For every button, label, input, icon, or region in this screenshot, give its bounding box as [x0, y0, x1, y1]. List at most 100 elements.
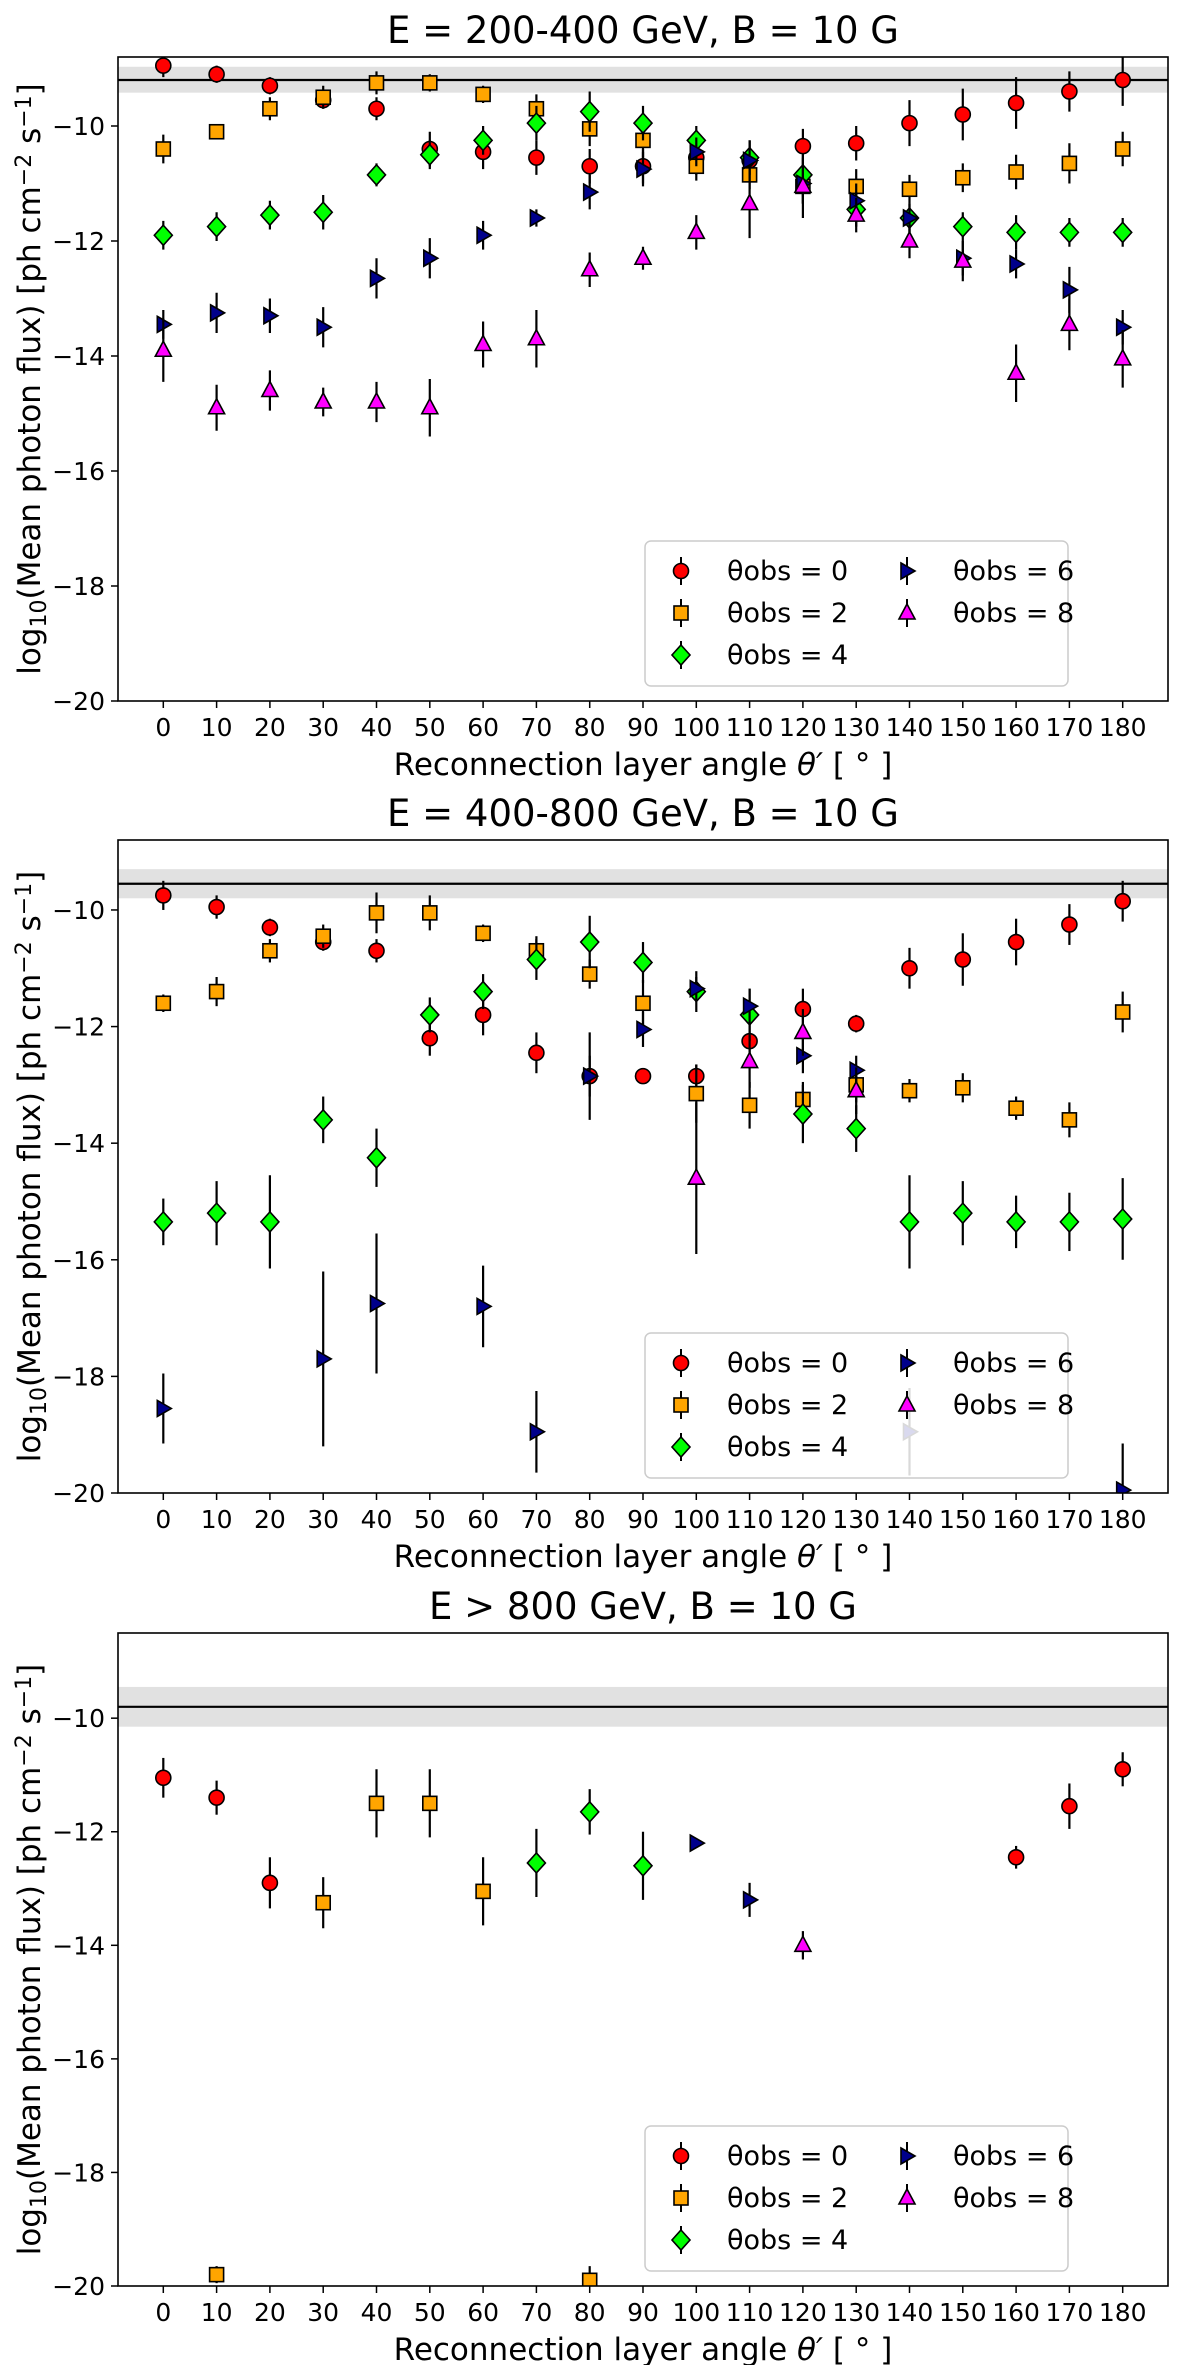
- x-tick-label: 120: [779, 2298, 827, 2327]
- legend-label: θobs = 4: [727, 640, 848, 671]
- legend-label: θobs = 4: [727, 2225, 848, 2256]
- x-axis-label-symbol: θ′: [797, 2332, 823, 2365]
- data-point: [419, 1003, 440, 1027]
- data-point: [474, 1006, 492, 1024]
- data-point: [476, 1297, 493, 1316]
- data-point: [634, 1067, 652, 1085]
- data-point: [369, 1294, 387, 1313]
- data-point: [419, 143, 440, 166]
- data-point: [420, 397, 440, 415]
- data-point: [581, 966, 598, 982]
- data-point: [742, 151, 760, 170]
- series-8: [686, 1009, 866, 1254]
- x-tick-label: 180: [1099, 713, 1147, 742]
- y-tick-label: −20: [52, 1479, 105, 1508]
- x-tick-label: 10: [201, 713, 233, 742]
- data-point: [1009, 254, 1026, 274]
- legend: θobs = 0 θobs = 6 θobs = 2 θobs = 8 θobs = 4: [644, 2125, 1074, 2272]
- data-point: [423, 248, 440, 268]
- data-point: [155, 1769, 172, 1787]
- y-axis-label-part: −2: [12, 941, 37, 973]
- data-point: [1112, 1207, 1133, 1231]
- data-point: [1112, 221, 1133, 244]
- data-point: [209, 303, 227, 323]
- x-axis-label-unit: [ ° ]: [823, 2332, 892, 2365]
- y-tick-label: −16: [52, 2045, 105, 2074]
- legend-frame: [644, 1332, 1069, 1479]
- data-point: [954, 106, 972, 123]
- data-point: [155, 995, 172, 1012]
- plot-area: [118, 57, 1168, 437]
- y-axis-label-part: 10: [27, 600, 52, 628]
- data-point: [579, 930, 600, 954]
- data-point: [316, 317, 333, 337]
- x-axis-label-symbol: θ′: [797, 1539, 823, 1575]
- data-point: [632, 951, 654, 974]
- data-point: [368, 1795, 385, 1812]
- data-point: [1114, 1760, 1131, 1778]
- data-point: [366, 163, 387, 187]
- legend-marker: [897, 2187, 917, 2205]
- x-axis-label-main: Reconnection layer angle: [394, 2332, 797, 2365]
- data-point: [1061, 1797, 1078, 1815]
- x-tick-label: 150: [939, 2298, 987, 2327]
- legend: θobs = 0 θobs = 6 θobs = 2 θobs = 8 θobs = 4: [644, 540, 1074, 687]
- x-tick-label: 100: [672, 1505, 720, 1534]
- data-point: [473, 980, 494, 1003]
- data-point: [207, 397, 226, 415]
- data-point: [527, 328, 546, 346]
- x-tick-label: 170: [1046, 1505, 1094, 1534]
- data-point: [1007, 933, 1025, 951]
- series-8: [153, 154, 1133, 437]
- legend-marker: [670, 643, 692, 667]
- legend-label: θobs = 6: [953, 2141, 1074, 2172]
- y-axis-label-part: s: [12, 128, 48, 154]
- data-point: [475, 925, 491, 942]
- x-tick-label: 50: [414, 2298, 446, 2327]
- data-point: [740, 1050, 759, 1069]
- data-point: [422, 1795, 438, 1812]
- data-point: [1062, 280, 1080, 300]
- x-axis-label-symbol: θ′: [797, 747, 823, 783]
- x-tick-label: 130: [832, 2298, 880, 2327]
- data-point: [846, 204, 866, 222]
- x-tick-label: 170: [1046, 2298, 1094, 2327]
- y-axis-label: log10(Mean photon flux) [ph cm−2 s−1]: [12, 1664, 52, 2256]
- data-point: [156, 1399, 173, 1418]
- data-point: [153, 339, 173, 358]
- series-2: [208, 1769, 598, 2286]
- legend-frame: [644, 540, 1069, 687]
- x-tick-label: 90: [627, 713, 659, 742]
- data-point: [1061, 1112, 1078, 1128]
- chart-title: E = 400-800 GeV, B = 10 G: [387, 792, 899, 835]
- x-tick-label: 140: [886, 2298, 934, 2327]
- data-point: [526, 111, 547, 135]
- data-point: [901, 959, 918, 977]
- x-axis-label: Reconnection layer angle θ′ [ ° ]: [394, 747, 893, 783]
- x-tick-label: 160: [992, 1505, 1040, 1534]
- data-point: [636, 159, 653, 179]
- x-tick-label: 0: [155, 2298, 171, 2327]
- data-point: [1114, 892, 1131, 910]
- x-tick-label: 70: [520, 713, 552, 742]
- data-point: [369, 268, 387, 288]
- y-tick-label: −12: [52, 227, 105, 256]
- data-point: [526, 1851, 547, 1875]
- data-point: [155, 57, 172, 74]
- legend-label: θobs = 8: [953, 2183, 1074, 2214]
- y-axis-label-part: −1: [12, 883, 37, 915]
- data-point: [261, 919, 279, 936]
- legend-marker: [900, 1353, 917, 1373]
- x-tick-label: 180: [1099, 1505, 1147, 1534]
- x-tick-label: 110: [726, 2298, 774, 2327]
- data-point: [954, 951, 972, 968]
- data-point: [635, 995, 651, 1012]
- y-tick-label: −20: [52, 2272, 105, 2301]
- data-point: [846, 1117, 867, 1140]
- y-axis-label-part: −2: [12, 1734, 37, 1766]
- legend-label: θobs = 6: [953, 556, 1074, 587]
- y-axis-label-part: ]: [12, 1664, 48, 1676]
- data-point: [208, 2266, 225, 2283]
